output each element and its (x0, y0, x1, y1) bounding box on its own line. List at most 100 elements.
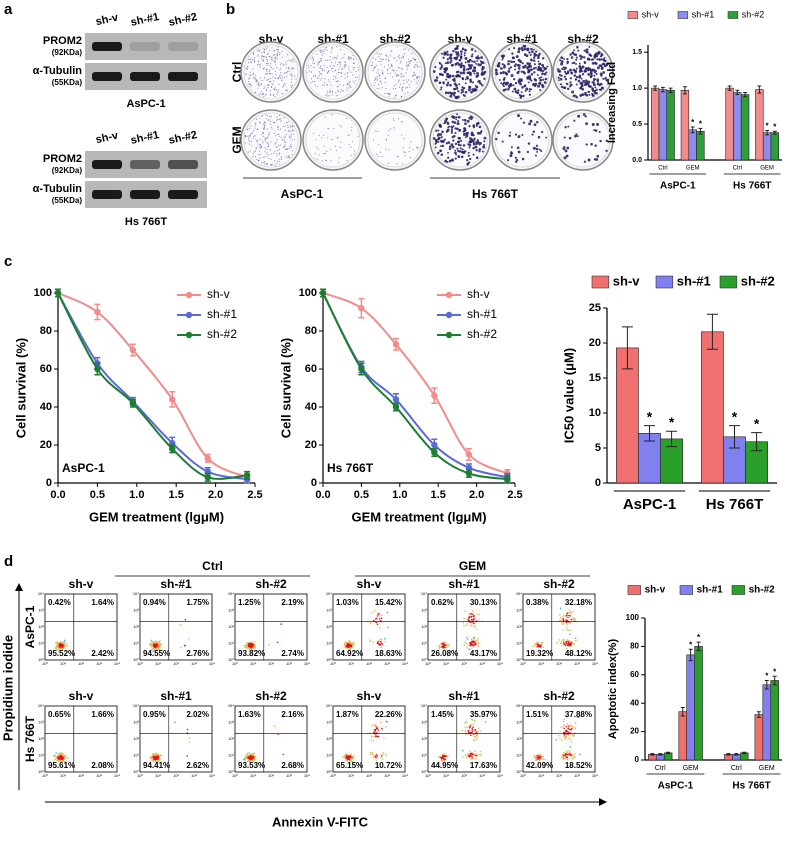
lane-label: sh-#2 (168, 129, 199, 147)
colony (517, 135, 521, 139)
colony (285, 72, 287, 74)
colony (524, 65, 527, 68)
colony (400, 83, 402, 85)
colony (538, 148, 541, 151)
quadrant-value: 10.72% (375, 761, 402, 770)
flow-tick-label: 10¹ (155, 661, 161, 666)
significance: * (766, 122, 770, 131)
flow-dot (471, 729, 474, 731)
colony (327, 137, 329, 139)
colony (413, 71, 415, 73)
flow-dot (445, 646, 448, 649)
y-tick-label: 15 (589, 372, 601, 384)
colony (339, 71, 341, 74)
colony (519, 82, 522, 86)
flow-dot (570, 618, 573, 621)
flow-tick-label: 10⁰ (137, 773, 143, 778)
flow-dot (567, 754, 570, 756)
colony (252, 68, 254, 70)
legend-swatch (727, 11, 739, 19)
colony (467, 151, 470, 154)
colony (545, 67, 548, 70)
colony (341, 72, 343, 74)
flow-dot (573, 756, 576, 758)
flow-dot (570, 741, 573, 743)
colony (591, 81, 594, 84)
flow-dot (534, 645, 536, 647)
flow-dot (469, 624, 472, 626)
colony (470, 48, 474, 51)
quadrant-value: 18.63% (375, 649, 402, 658)
colony (514, 81, 518, 85)
flow-dot (56, 641, 58, 643)
dish (555, 44, 611, 100)
colony (290, 125, 292, 127)
colony (569, 77, 573, 80)
colony (288, 70, 290, 73)
colony (340, 75, 342, 78)
colony (403, 75, 405, 77)
colony (249, 127, 251, 130)
colony (449, 83, 452, 87)
colony (509, 131, 512, 134)
bar (762, 684, 772, 761)
colony (401, 68, 404, 70)
colony (593, 56, 597, 59)
colony (323, 69, 325, 71)
point (358, 305, 365, 312)
colony (449, 94, 453, 98)
colony (570, 56, 574, 59)
legend-marker (445, 291, 453, 299)
colony (267, 144, 270, 146)
colony (585, 48, 589, 52)
colony (575, 75, 579, 79)
flow-tick-label: 10³ (96, 661, 102, 666)
colony (255, 75, 257, 77)
colony (254, 127, 256, 129)
colony (317, 77, 320, 79)
flow-dot (568, 728, 571, 731)
colony (276, 146, 278, 148)
colony (283, 145, 285, 147)
flow-dot (174, 721, 176, 723)
colony (319, 72, 321, 74)
colony (585, 82, 589, 86)
colony (378, 60, 380, 63)
colony (337, 68, 339, 70)
significance: * (647, 408, 653, 424)
flow-tick-label: 10¹ (250, 773, 256, 778)
colony (257, 55, 259, 57)
colony (270, 164, 272, 166)
flow-tick-label: 10¹ (443, 661, 449, 666)
blot-row-name: PROM2 (43, 153, 82, 165)
flow-dot (377, 729, 380, 731)
colony (409, 157, 411, 159)
flow-dot (539, 758, 542, 761)
flow-column-label: sh-v (357, 577, 382, 591)
flow-dot (243, 758, 245, 760)
flow-dot (187, 638, 190, 640)
colony (405, 48, 407, 50)
flow-tick-label: 10² (173, 773, 179, 778)
colony (410, 60, 412, 62)
colony (267, 63, 269, 65)
colony (587, 73, 591, 76)
flow-dot (379, 643, 381, 645)
flow-plot (522, 705, 596, 773)
colony (315, 158, 317, 160)
colony (284, 144, 286, 146)
colony (581, 73, 585, 76)
colony (274, 143, 276, 145)
colony (398, 79, 400, 81)
colony (255, 91, 257, 93)
colony (266, 115, 269, 117)
flow-tick-label: 10⁰ (228, 769, 234, 774)
error-bar (660, 86, 665, 93)
colony (351, 129, 353, 131)
flow-tick-label: 10³ (38, 608, 44, 613)
colony (593, 53, 597, 57)
colony (276, 119, 278, 121)
flow-dot (57, 756, 59, 758)
colony (322, 70, 324, 72)
flow-dot (378, 613, 381, 615)
